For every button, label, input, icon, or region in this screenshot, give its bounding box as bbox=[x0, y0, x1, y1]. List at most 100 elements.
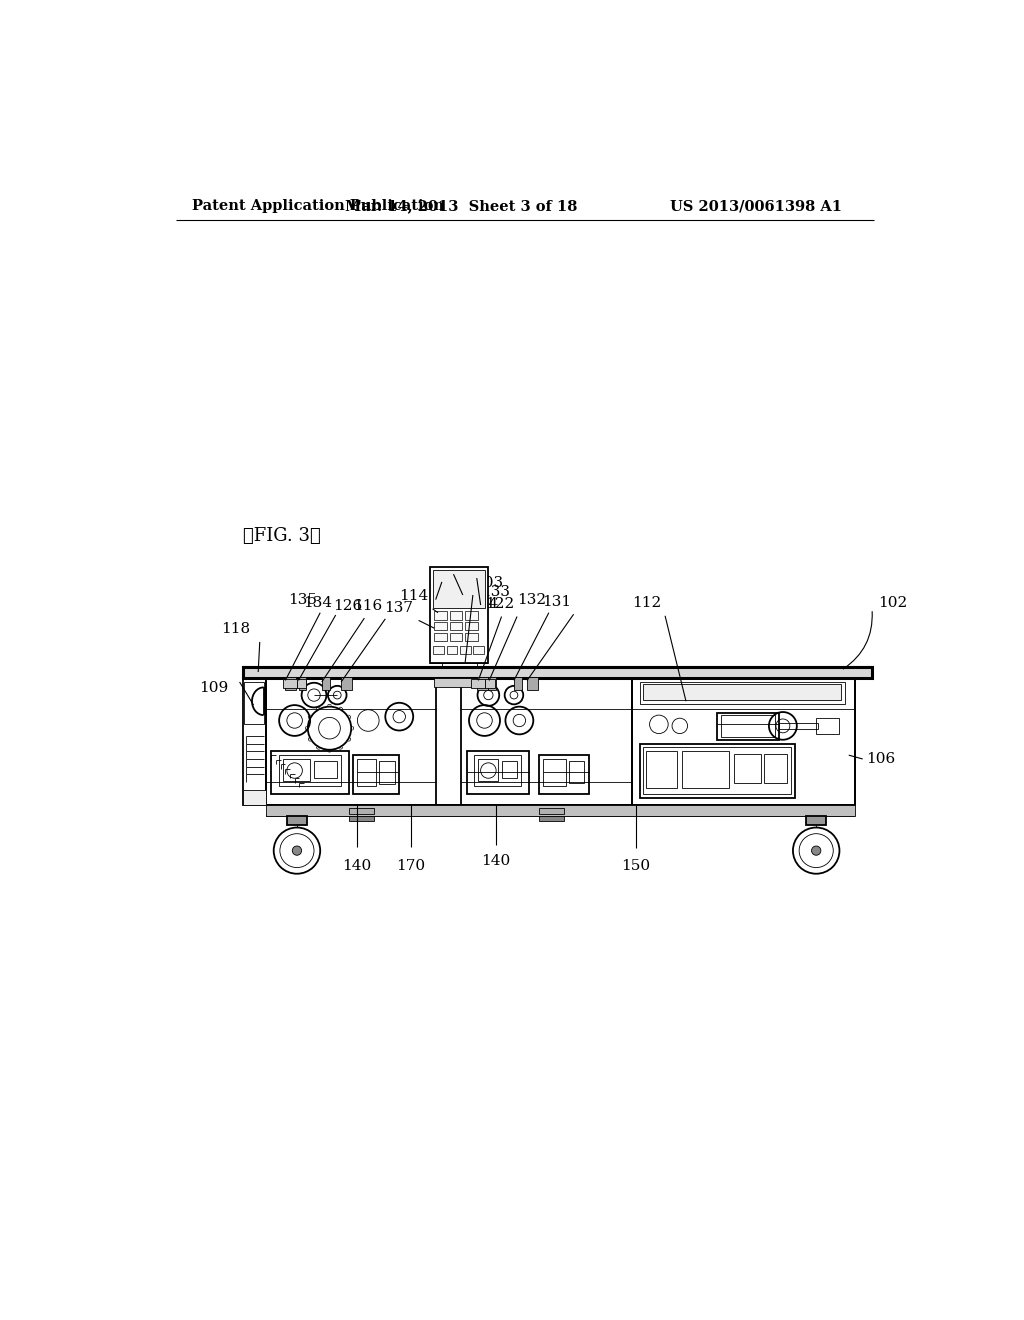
Bar bbox=[434, 611, 446, 619]
Bar bbox=[460, 645, 471, 655]
Bar bbox=[643, 747, 791, 793]
Text: 102: 102 bbox=[879, 597, 907, 610]
Bar bbox=[245, 682, 264, 725]
Bar bbox=[543, 759, 566, 785]
Bar bbox=[341, 677, 352, 690]
Bar bbox=[433, 645, 444, 655]
Bar bbox=[280, 755, 341, 785]
Text: 135: 135 bbox=[288, 593, 317, 607]
Text: Patent Application Publication: Patent Application Publication bbox=[191, 199, 443, 213]
Bar bbox=[465, 632, 477, 642]
Text: 132: 132 bbox=[517, 593, 547, 607]
Bar bbox=[632, 678, 855, 805]
Text: Mar. 14, 2013  Sheet 3 of 18: Mar. 14, 2013 Sheet 3 of 18 bbox=[345, 199, 578, 213]
Bar bbox=[450, 632, 462, 642]
Text: US 2013/0061398 A1: US 2013/0061398 A1 bbox=[671, 199, 843, 213]
Circle shape bbox=[292, 846, 302, 855]
Bar bbox=[488, 677, 496, 690]
Text: 118: 118 bbox=[221, 622, 251, 636]
Text: 133: 133 bbox=[481, 585, 510, 599]
Bar bbox=[646, 751, 677, 788]
Text: 114: 114 bbox=[399, 590, 429, 603]
Bar bbox=[266, 678, 855, 805]
Text: 【FIG. 3】: 【FIG. 3】 bbox=[243, 527, 321, 545]
Bar bbox=[640, 743, 795, 797]
Bar bbox=[243, 667, 872, 678]
Bar bbox=[271, 751, 349, 793]
Bar bbox=[349, 808, 374, 813]
Bar bbox=[539, 816, 563, 821]
Text: 140: 140 bbox=[481, 854, 511, 869]
Bar bbox=[297, 678, 306, 688]
Circle shape bbox=[793, 828, 840, 874]
Bar bbox=[434, 678, 484, 688]
Bar bbox=[474, 755, 521, 785]
Text: 122: 122 bbox=[484, 597, 514, 611]
Text: 131: 131 bbox=[542, 595, 571, 609]
Bar bbox=[283, 678, 297, 688]
Bar bbox=[430, 566, 488, 663]
Bar bbox=[434, 632, 446, 642]
Bar bbox=[485, 678, 495, 688]
Bar bbox=[243, 789, 266, 805]
Bar bbox=[682, 751, 729, 788]
Text: 107: 107 bbox=[461, 576, 490, 590]
Bar bbox=[465, 611, 477, 619]
Bar bbox=[539, 755, 589, 793]
Bar bbox=[527, 677, 538, 690]
Bar bbox=[352, 755, 399, 793]
Text: 112: 112 bbox=[632, 597, 662, 610]
Bar bbox=[349, 816, 374, 821]
Bar bbox=[478, 759, 498, 780]
Text: 170: 170 bbox=[396, 859, 425, 873]
Circle shape bbox=[273, 828, 321, 874]
Bar bbox=[477, 677, 487, 690]
Text: 140: 140 bbox=[342, 859, 372, 873]
Bar bbox=[433, 570, 485, 609]
Bar bbox=[266, 678, 436, 805]
Text: 137: 137 bbox=[384, 601, 414, 615]
Text: 109: 109 bbox=[200, 681, 228, 696]
Bar bbox=[434, 622, 446, 631]
Circle shape bbox=[812, 846, 821, 855]
Bar bbox=[461, 678, 632, 805]
Bar bbox=[779, 723, 818, 729]
Bar bbox=[721, 715, 775, 737]
Bar bbox=[640, 682, 845, 704]
Bar bbox=[502, 762, 517, 779]
Bar bbox=[465, 622, 477, 631]
Bar bbox=[764, 754, 786, 783]
Bar bbox=[287, 816, 307, 825]
Bar bbox=[816, 718, 840, 734]
Bar bbox=[283, 759, 310, 780]
Bar bbox=[243, 678, 266, 805]
Bar bbox=[450, 622, 462, 631]
Bar bbox=[514, 677, 521, 690]
Bar bbox=[806, 816, 826, 825]
Text: 116: 116 bbox=[353, 599, 382, 614]
Bar bbox=[266, 805, 855, 816]
Bar bbox=[286, 677, 296, 690]
Bar bbox=[717, 713, 779, 739]
Bar bbox=[569, 762, 585, 783]
Bar bbox=[356, 759, 376, 785]
Bar bbox=[539, 808, 563, 813]
Text: 106: 106 bbox=[866, 752, 895, 766]
Bar bbox=[299, 677, 306, 690]
Bar bbox=[473, 645, 483, 655]
Text: 150: 150 bbox=[622, 859, 650, 873]
Bar bbox=[471, 678, 485, 688]
Bar bbox=[446, 645, 458, 655]
Bar bbox=[322, 677, 330, 690]
Bar bbox=[467, 751, 528, 793]
Bar bbox=[734, 754, 761, 783]
Text: 103: 103 bbox=[474, 576, 503, 590]
Text: 105: 105 bbox=[430, 581, 460, 594]
Bar bbox=[643, 684, 841, 700]
Text: 134: 134 bbox=[303, 595, 333, 610]
Text: 124: 124 bbox=[469, 597, 499, 611]
Bar bbox=[379, 762, 394, 784]
Bar bbox=[450, 611, 462, 619]
Text: 126: 126 bbox=[333, 599, 362, 612]
Bar bbox=[314, 762, 337, 779]
